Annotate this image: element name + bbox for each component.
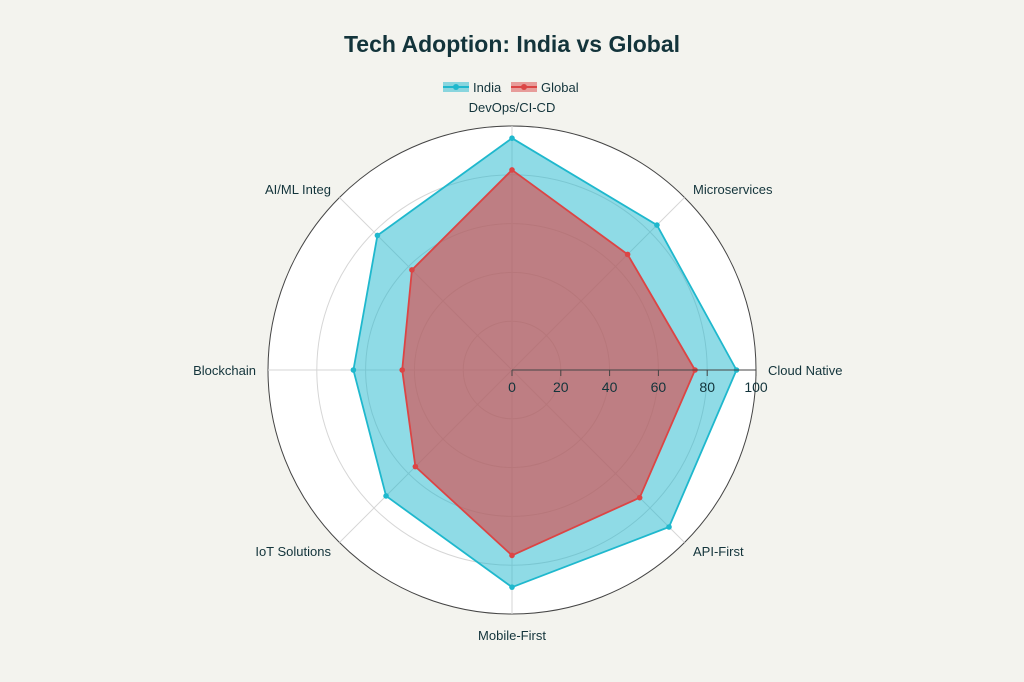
series-global xyxy=(399,167,698,559)
series-layer xyxy=(350,135,740,590)
radial-tick-label: 0 xyxy=(508,379,516,395)
axis-labels: Cloud Native Microservices DevOps/CI-CD AI/… xyxy=(193,100,842,643)
data-point-global[interactable] xyxy=(409,267,415,273)
category-label: API-First xyxy=(693,544,744,559)
radial-tick-label: 20 xyxy=(553,379,569,395)
category-label: Microservices xyxy=(693,182,773,197)
radial-tick-label: 40 xyxy=(602,379,618,395)
legend-label-india: India xyxy=(473,80,502,95)
data-point-india[interactable] xyxy=(509,135,515,141)
legend-marker-global xyxy=(521,84,527,90)
category-label: Cloud Native xyxy=(768,363,842,378)
category-label: Mobile-First xyxy=(478,628,546,643)
data-point-india[interactable] xyxy=(509,584,515,590)
radial-tick-label: 80 xyxy=(699,379,715,395)
category-label: IoT Solutions xyxy=(255,544,331,559)
data-point-global[interactable] xyxy=(624,251,631,258)
data-point-global[interactable] xyxy=(399,367,406,373)
radial-tick-label: 100 xyxy=(744,379,768,395)
legend-item-global[interactable]: Global xyxy=(511,80,579,95)
radial-tick-label: 60 xyxy=(651,379,667,395)
legend-label-global: Global xyxy=(541,80,579,95)
legend-item-india[interactable]: India xyxy=(443,80,502,95)
chart-title: Tech Adoption: India vs Global xyxy=(344,31,680,57)
category-label: AI/ML Integ xyxy=(265,182,331,197)
radial-ticks: 0 20 40 60 80 100 xyxy=(508,369,768,395)
data-point-india[interactable] xyxy=(383,493,389,499)
plot-area: Cloud Native Microservices DevOps/CI-CD AI/… xyxy=(193,100,842,643)
category-label: Blockchain xyxy=(193,363,256,378)
data-point-global[interactable] xyxy=(509,167,515,173)
category-label: DevOps/CI-CD xyxy=(469,100,556,115)
data-point-global[interactable] xyxy=(412,463,419,470)
data-point-india[interactable] xyxy=(374,232,381,239)
data-point-india[interactable] xyxy=(350,367,357,373)
legend-marker-india xyxy=(453,84,459,90)
data-point-global[interactable] xyxy=(509,552,515,559)
data-point-global[interactable] xyxy=(636,494,643,501)
data-point-india[interactable] xyxy=(666,524,672,530)
legend[interactable]: India Global xyxy=(443,80,579,95)
data-point-india[interactable] xyxy=(654,222,660,228)
